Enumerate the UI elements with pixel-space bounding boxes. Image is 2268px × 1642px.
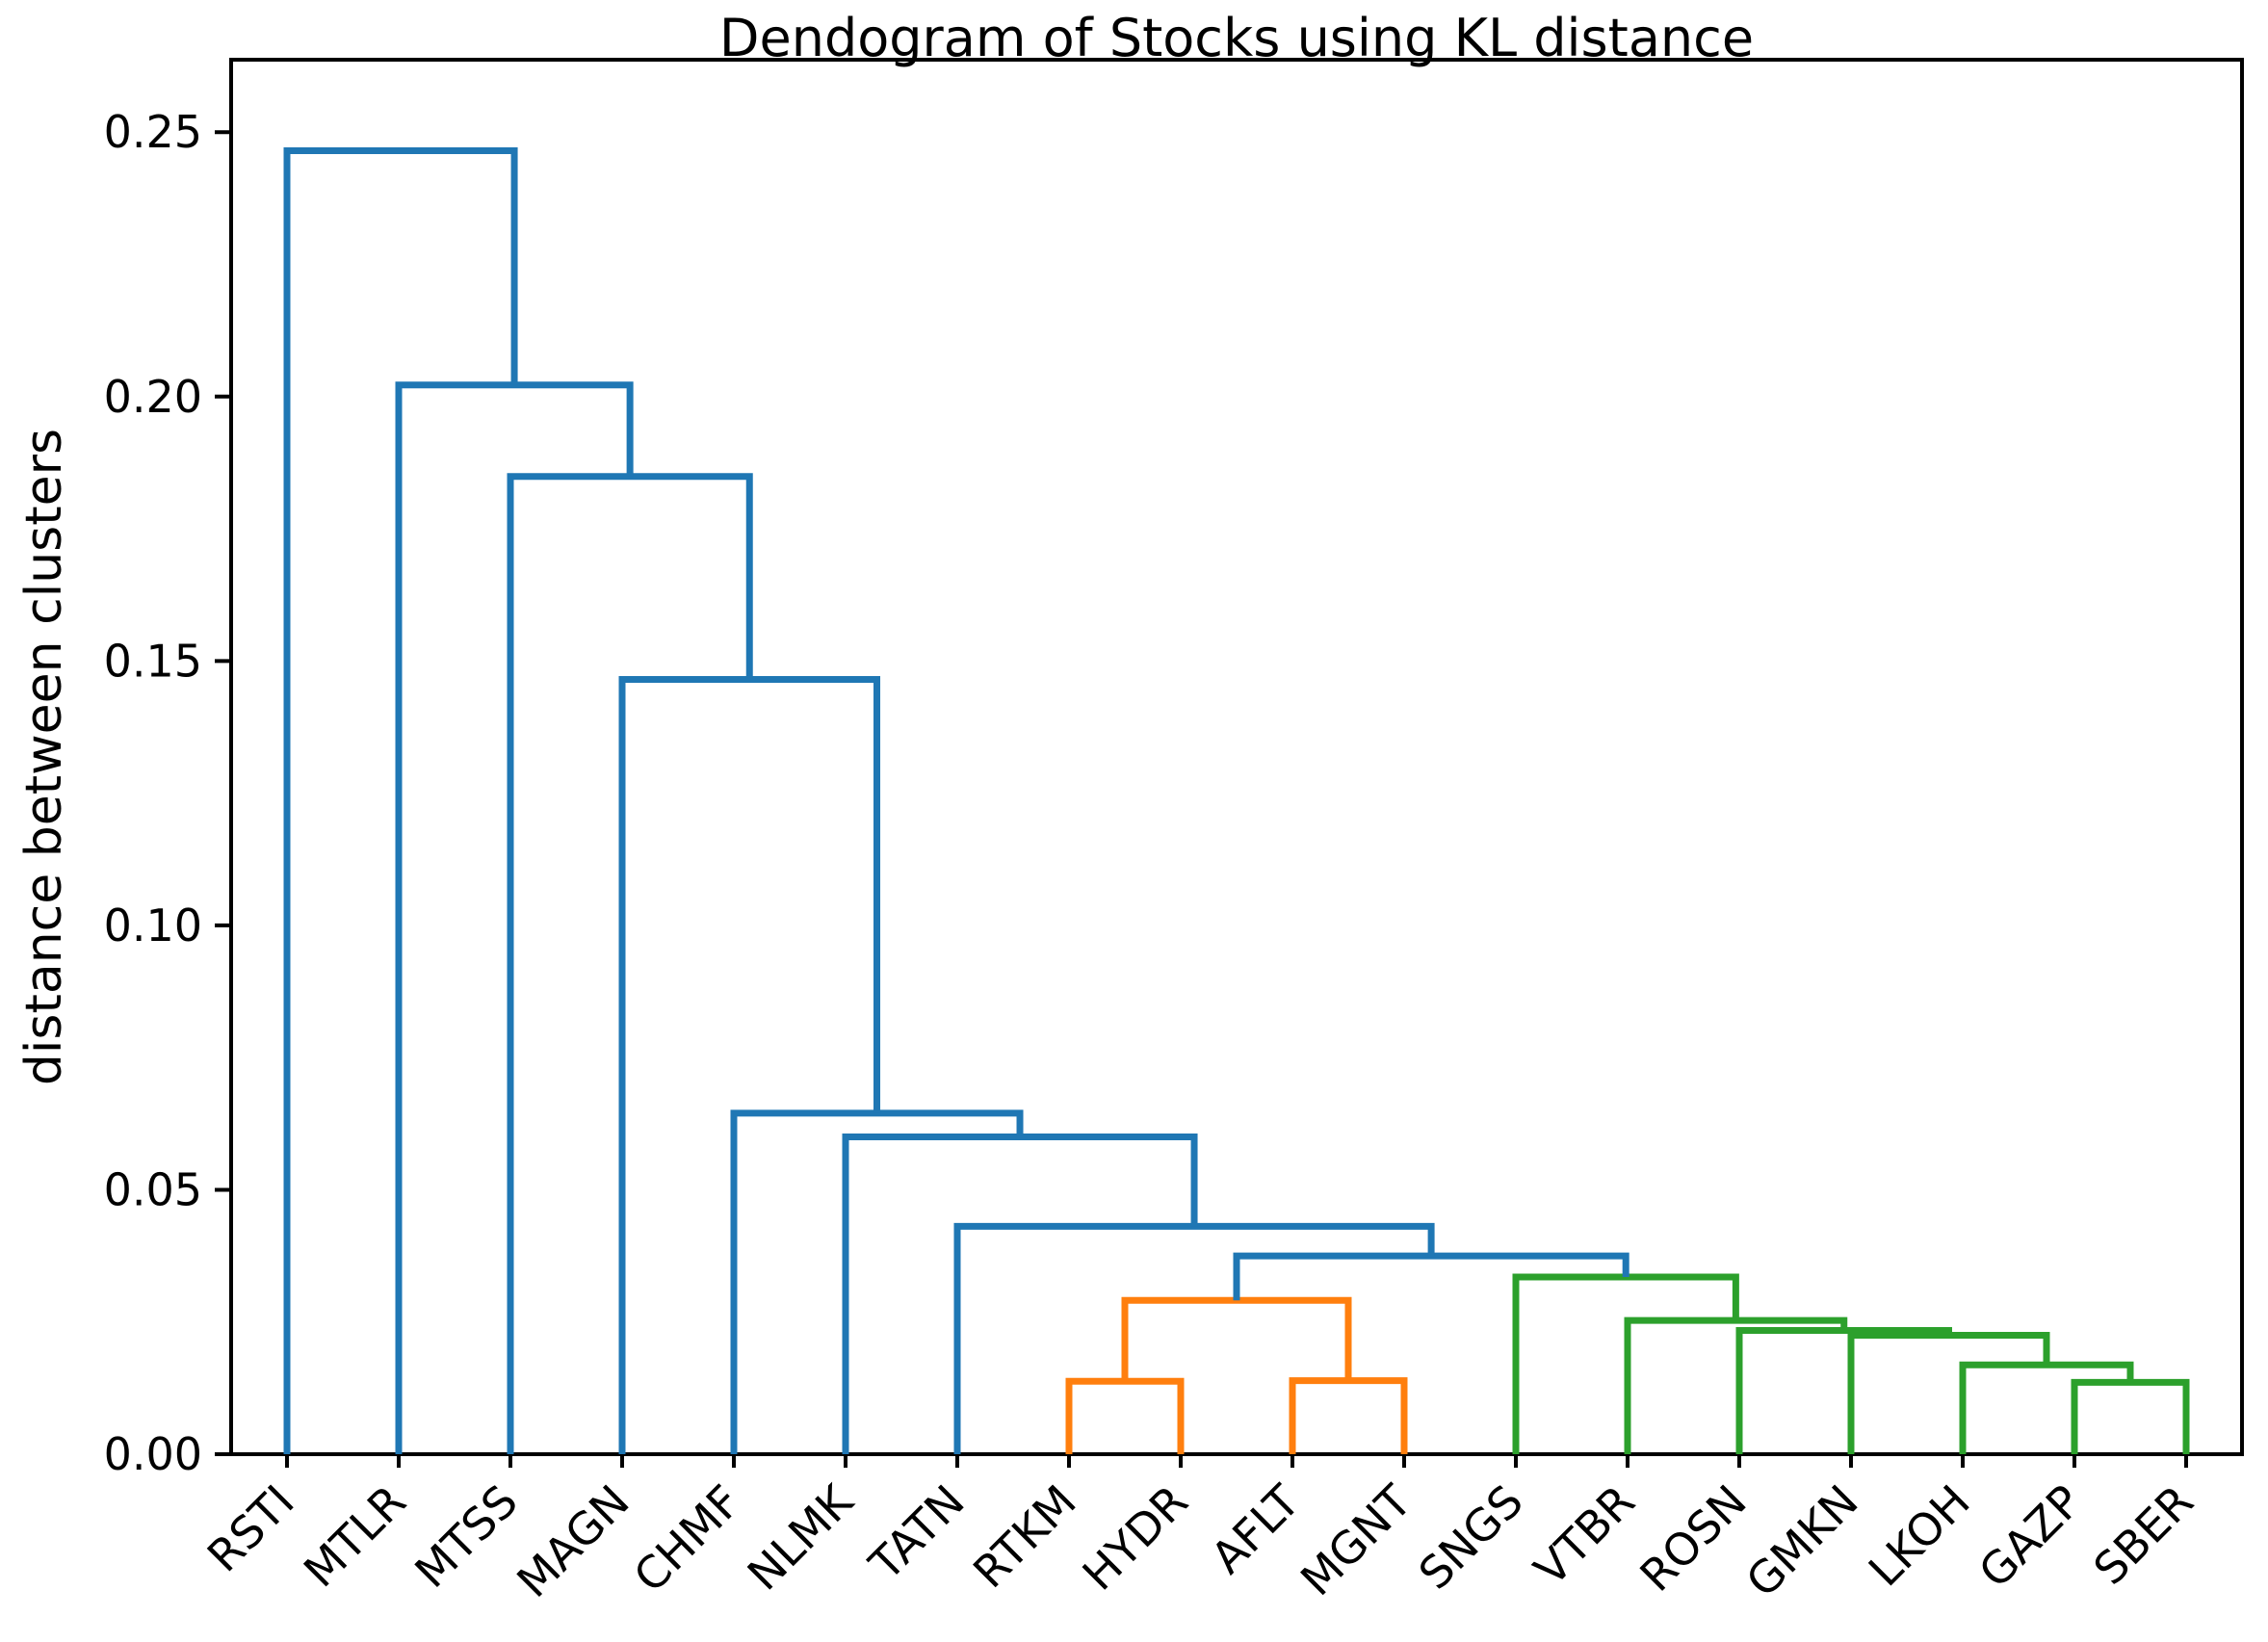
x-tick-label: LKOH (1859, 1475, 1980, 1597)
x-tick-label: MTSS (404, 1475, 527, 1598)
dendrogram-link-VTBR-join (1624, 1316, 1848, 1454)
dendrogram-link-MTLR-join (395, 381, 634, 1454)
dendrogram-link-MTSS-join (507, 473, 753, 1454)
x-tick-label: GAZP (1968, 1475, 2092, 1599)
x-tick-label: NLMK (738, 1473, 864, 1600)
y-tick-label: 0.20 (104, 371, 202, 423)
dendrogram-link-orange-root (1121, 1296, 1352, 1382)
y-tick-label: 0.25 (104, 106, 202, 158)
x-tick-label: MAGN (507, 1475, 639, 1607)
y-tick-label: 0.15 (104, 635, 202, 687)
x-tick-label: VTBR (1525, 1475, 1645, 1596)
y-tick-label: 0.10 (104, 899, 202, 951)
x-tick-label: RTKM (963, 1475, 1086, 1599)
x-tick-label: MGNT (1290, 1474, 1421, 1605)
dendrogram-link-AFLT+MGNT (1289, 1377, 1408, 1454)
x-tick-label: CHMF (624, 1475, 751, 1603)
dendrogram-link-TATN-join (953, 1222, 1435, 1454)
y-tick-label: 0.05 (104, 1163, 202, 1215)
dendrogram-link-green-root (1512, 1273, 1739, 1454)
axes-spines (229, 58, 2244, 1456)
dendrogram-link-LKOH-join (1959, 1361, 2134, 1454)
x-tick-label: SBER (2083, 1475, 2203, 1595)
x-tick-label: TATN (859, 1475, 975, 1591)
dendrogram-link-GAZP+SBER (2071, 1378, 2190, 1454)
x-tick-label: SNGS (1409, 1475, 1533, 1600)
x-tick-label: ROSN (1629, 1475, 1756, 1602)
x-tick-label: MTLR (294, 1475, 416, 1598)
dendrogram-link-ROSN-join (1735, 1327, 1952, 1454)
x-tick-label: RSTI (197, 1475, 304, 1582)
y-tick-label: 0.00 (104, 1428, 202, 1480)
x-tick-label: GMKN (1736, 1475, 1868, 1607)
dendrogram-link-MAGN-join (618, 676, 881, 1454)
dendrogram-link-NLMK-join (842, 1134, 1198, 1454)
dendrogram-link-CHMF-join (730, 1109, 1024, 1454)
dendrogram-link-RSTI-join (283, 146, 518, 1454)
dendrogram-link-RTKM+HYDR (1065, 1377, 1185, 1454)
dendrogram-link-GMKN-join (1847, 1331, 2050, 1454)
x-tick-label: HYDR (1073, 1475, 1198, 1601)
